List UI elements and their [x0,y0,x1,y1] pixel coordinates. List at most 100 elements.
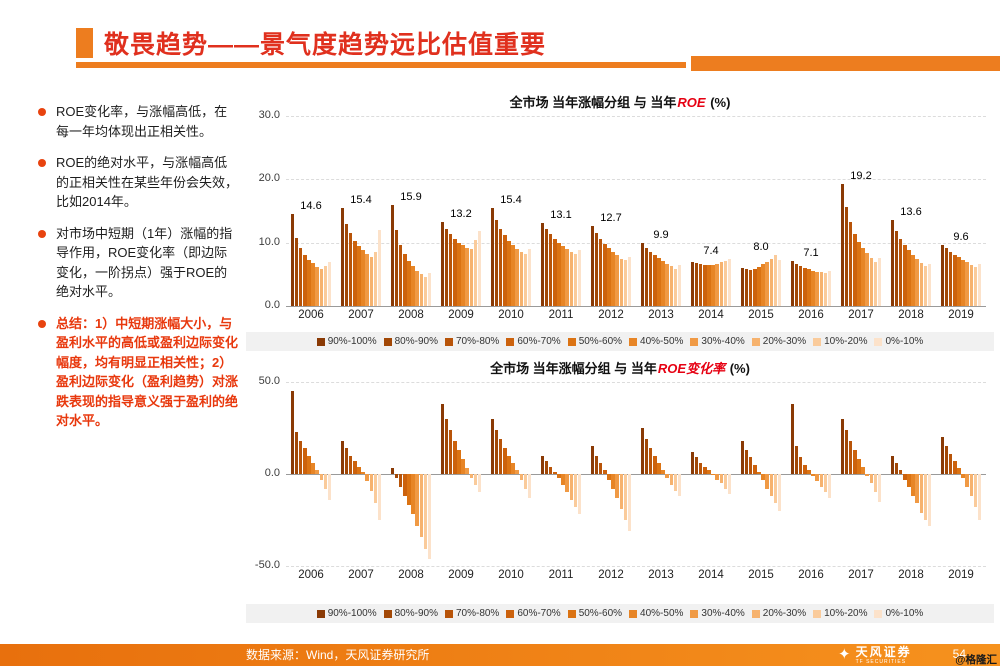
bar [840,184,845,306]
gridline [286,382,986,383]
bar [723,261,728,306]
bullet-item: 对市场中短期（1年）涨幅的指导作用，ROE变化率（即边际变化，一阶拐点）强于RO… [38,224,238,302]
bar [365,474,370,482]
bar [761,264,765,306]
bar [957,468,961,474]
legend-swatch [444,609,453,618]
gridline [286,306,986,307]
bar [627,474,632,532]
bar [798,457,803,474]
legend-swatch [874,337,883,346]
legend-label: 60%-70% [517,336,561,347]
bar [911,254,915,306]
bar [307,259,311,306]
bar [769,474,774,497]
bar [502,448,507,474]
bar [702,466,707,474]
legend-swatch [506,609,515,618]
bar [411,266,415,306]
bar [798,266,803,306]
legend-swatch [567,609,576,618]
bar [790,261,795,306]
bar [677,474,682,497]
bar [748,457,753,474]
bullet-text: 对市场中短期（1年）涨幅的指导作用，ROE变化率（即边际变化，一阶拐点）强于RO… [56,225,233,300]
chart-roe-by-return-group: 全市场 当年涨幅分组 与 当年ROE (%) 30.0 20.0 10.0 0.0 14.… [246,92,994,351]
bar [773,255,778,306]
bar [344,448,349,474]
bar [494,429,499,474]
year-label: 2012 [598,309,624,321]
bar [540,223,545,306]
footer-bar: 数据来源：Wind，天风证券研究所 ✦ 天风证券 TF SECURITIES 5… [0,644,1000,666]
legend-swatch [751,337,760,346]
bar [507,455,511,474]
page-number: 54 [952,647,966,661]
bullet-text: ROE的绝对水平，与涨幅高低的正相关性在某些年份会失效，比如2014年。 [56,155,239,209]
page-title: 敬畏趋势——景气度趋势远比估值重要 [104,31,547,59]
year-label: 2014 [698,309,724,321]
bar [448,429,453,474]
bar [548,466,553,474]
bar [907,474,911,487]
bar-value-label: 12.7 [600,211,622,224]
bar [744,450,749,474]
bar [861,248,865,306]
bar [815,474,820,482]
bar [490,208,495,306]
bar [494,219,499,306]
legend-label: 0%-10% [885,608,924,619]
chart-legend: 90%-100% 80%-90% 70%-80% 60%-70% 50%-60% 40%-… [246,332,994,351]
bar [511,462,515,474]
bar [352,240,357,306]
bar [890,455,895,474]
year-label: 2013 [648,569,674,581]
bar [523,474,528,489]
bar [919,262,924,306]
year-label: 2016 [798,569,824,581]
bar [848,440,853,474]
bar [294,431,299,474]
bar [607,247,611,306]
year-label: 2007 [348,309,374,321]
bar [644,247,649,306]
chart-legend: 90%-100% 80%-90% 70%-80% 60%-70% 50%-60% 40%-… [246,604,994,623]
bar [811,474,815,476]
bar [344,223,349,306]
legend-item: 40%-50% [629,336,683,347]
bar [361,472,365,474]
legend-label: 10%-20% [824,336,868,347]
legend-swatch [690,609,699,618]
bar [702,264,707,306]
bar [394,474,399,478]
bar [794,263,799,306]
legend-label: 0%-10% [885,336,924,347]
bar [402,474,407,497]
legend-item: 0%-10% [874,336,923,347]
bar [452,238,457,306]
legend-swatch [629,337,638,346]
bar [465,247,470,306]
bar-value-label: 13.1 [550,209,572,222]
bar [427,273,432,306]
bar [357,246,361,306]
bar [469,249,474,306]
bar [523,254,528,306]
bar [944,446,949,474]
bar [319,269,324,306]
bar [923,266,928,306]
bar [419,474,424,537]
bar [457,450,461,474]
bar-value-label: 7.1 [803,247,819,260]
bar [444,418,449,474]
bar [327,261,332,306]
bar [348,232,353,306]
bar [373,251,378,306]
y-axis-label: 20.0 [258,172,280,185]
bar [565,474,570,493]
bar [652,254,657,306]
bar [565,249,570,306]
bar [598,462,603,474]
bar [894,462,899,474]
bar [740,268,745,306]
